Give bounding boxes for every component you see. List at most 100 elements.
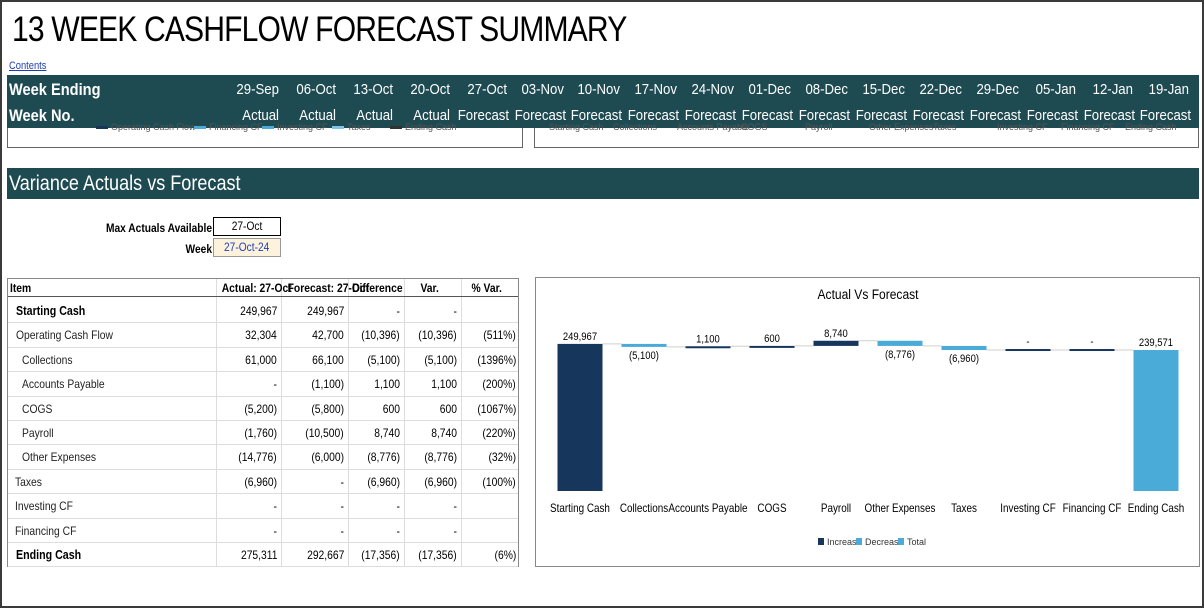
table-cell-forecast: (1,100) xyxy=(281,372,344,395)
max-actuals-value: 27-Oct xyxy=(231,219,263,233)
legend-label: Increase xyxy=(827,537,862,547)
week-header-band: Week Ending 29-Sep 06-Oct 13-Oct 20-Oct 27-O… xyxy=(7,75,1199,128)
table-cell-value: (6%) xyxy=(494,548,516,562)
contents-link[interactable]: Contents xyxy=(9,60,47,72)
week-date-cell: 29-Sep xyxy=(236,81,279,98)
waterfall-bar xyxy=(877,340,923,346)
legend-entry: Investing CF xyxy=(262,122,328,132)
week-type-cell: Forecast xyxy=(628,107,680,124)
legend-swatch xyxy=(332,126,344,130)
table-cell-item: Financing CF xyxy=(15,519,216,542)
table-cell-forecast: 66,100 xyxy=(281,348,344,371)
table-cell-forecast: (10,500) xyxy=(281,421,344,444)
waterfall-chart-svg: Actual Vs Forecast 249,967 Starting Cash (5… xyxy=(550,286,1185,547)
table-cell-value: (1396%) xyxy=(476,352,516,367)
table-cell-forecast: - xyxy=(281,494,344,517)
week-type-cell: Forecast xyxy=(514,107,566,124)
table-cell-var: (10,396) xyxy=(404,323,457,346)
week-date-cell: 15-Dec xyxy=(862,81,905,98)
table-row: COGS (5,200) (5,800) 600 600 (1067%) xyxy=(8,397,518,421)
variance-section-header: Variance Actuals vs Forecast xyxy=(7,168,1199,199)
table-cell-var: (17,356) xyxy=(404,543,457,566)
data-label: 249,967 xyxy=(563,331,597,343)
waterfall-bar xyxy=(749,345,795,348)
table-cell-value: 249,967 xyxy=(306,304,344,318)
week-date-cell: 19-Jan xyxy=(1149,81,1190,98)
week-type-cell: Actual xyxy=(412,107,450,124)
data-label: 239,571 xyxy=(1139,337,1173,349)
legend-label: Investing CF xyxy=(277,122,328,132)
legend-label: Starting Cash xyxy=(549,122,604,132)
table-cell-item: Investing CF xyxy=(15,494,216,517)
column-header-label: Item xyxy=(10,281,32,295)
category-label: Other Expenses xyxy=(865,502,936,515)
table-cell-pct: (1396%) xyxy=(461,348,516,371)
table-cell-value: (1,100) xyxy=(311,377,344,392)
table-cell-value: 42,700 xyxy=(312,328,344,343)
table-cell-value: - xyxy=(453,304,457,318)
table-cell-diff: - xyxy=(348,299,400,322)
table-cell-forecast: 249,967 xyxy=(281,299,344,322)
column-header-label: Var. xyxy=(420,281,439,295)
table-cell-pct: (6%) xyxy=(461,543,516,566)
week-type-cell: Forecast xyxy=(912,107,964,124)
column-header: Actual: 27-Oct xyxy=(216,279,292,296)
table-cell-value: (100%) xyxy=(482,474,516,489)
week-type-cell: Forecast xyxy=(684,107,737,124)
table-row: Collections 61,000 66,100 (5,100) (5,100) (13… xyxy=(8,348,518,373)
week-type-cell: Forecast xyxy=(969,107,1021,124)
table-cell-var: (6,960) xyxy=(404,470,457,493)
table-cell-actual: - xyxy=(216,372,277,395)
table-cell-var: - xyxy=(404,299,457,322)
legend-swatch xyxy=(898,538,904,545)
week-date-cell: 08-Dec xyxy=(805,81,848,98)
table-header-row: Item Actual: 27-Oct Forecast: 27-Oct Differ… xyxy=(8,279,518,297)
table-cell-value: (5,200) xyxy=(244,401,277,416)
table-cell-value: Financing CF xyxy=(15,523,77,538)
week-no-label: Week No. xyxy=(9,106,75,125)
legend-entry: Starting Cash xyxy=(549,122,604,132)
table-cell-diff: 600 xyxy=(348,397,400,420)
legend-label: Taxes xyxy=(347,122,371,132)
legend-entry: Taxes xyxy=(332,122,371,132)
week-no-row: Week No. Actual Actual Actual Actual Forecas… xyxy=(7,103,1199,128)
table-cell-forecast: - xyxy=(281,470,344,493)
legend-swatch xyxy=(818,538,824,545)
table-cell-pct: (100%) xyxy=(461,470,516,493)
legend-swatch xyxy=(390,126,402,130)
table-cell-diff: (6,960) xyxy=(348,470,400,493)
table-cell-value: (5,100) xyxy=(424,352,457,367)
column-header: Item xyxy=(10,279,216,296)
table-cell-forecast: - xyxy=(281,519,344,542)
data-label: 8,740 xyxy=(824,328,848,340)
table-cell-actual: (14,776) xyxy=(216,445,277,468)
table-cell-diff: (17,356) xyxy=(348,543,400,566)
week-type-cell: Actual xyxy=(242,107,279,124)
legend-label: COGS xyxy=(741,122,768,132)
table-cell-actual: (6,960) xyxy=(216,470,277,493)
waterfall-bar xyxy=(1005,349,1051,352)
table-row: Financing CF - - - - xyxy=(8,519,518,543)
variance-table: Item Actual: 27-Oct Forecast: 27-Oct Differ… xyxy=(7,278,519,568)
column-header: % Var. xyxy=(461,279,512,296)
table-cell-value: (6,960) xyxy=(244,474,277,489)
table-cell-value: 600 xyxy=(439,401,457,416)
table-cell-value: (6,000) xyxy=(311,450,344,465)
column-header: Forecast: 27-Oct xyxy=(281,279,369,296)
table-cell-diff: - xyxy=(348,494,400,517)
category-label: Ending Cash xyxy=(1128,502,1185,515)
week-input[interactable]: 27-Oct-24 xyxy=(213,238,281,257)
table-cell-pct: (200%) xyxy=(461,372,516,395)
legend-label: Payroll xyxy=(805,122,833,132)
week-date-cell: 13-Oct xyxy=(353,81,393,98)
waterfall-bar xyxy=(1069,349,1115,352)
table-cell-diff: (8,776) xyxy=(348,445,400,468)
table-cell-forecast: (5,800) xyxy=(281,397,344,420)
legend-entry: Financing CF xyxy=(1061,122,1115,132)
legend-entry: Payroll xyxy=(805,122,833,132)
table-cell-value: Operating Cash Flow xyxy=(16,328,113,343)
week-type-cell: Forecast xyxy=(855,107,907,124)
table-row: Accounts Payable - (1,100) 1,100 1,100 (200%) xyxy=(8,372,518,397)
column-header-label: % Var. xyxy=(471,281,502,295)
table-cell-actual: 249,967 xyxy=(216,299,277,322)
